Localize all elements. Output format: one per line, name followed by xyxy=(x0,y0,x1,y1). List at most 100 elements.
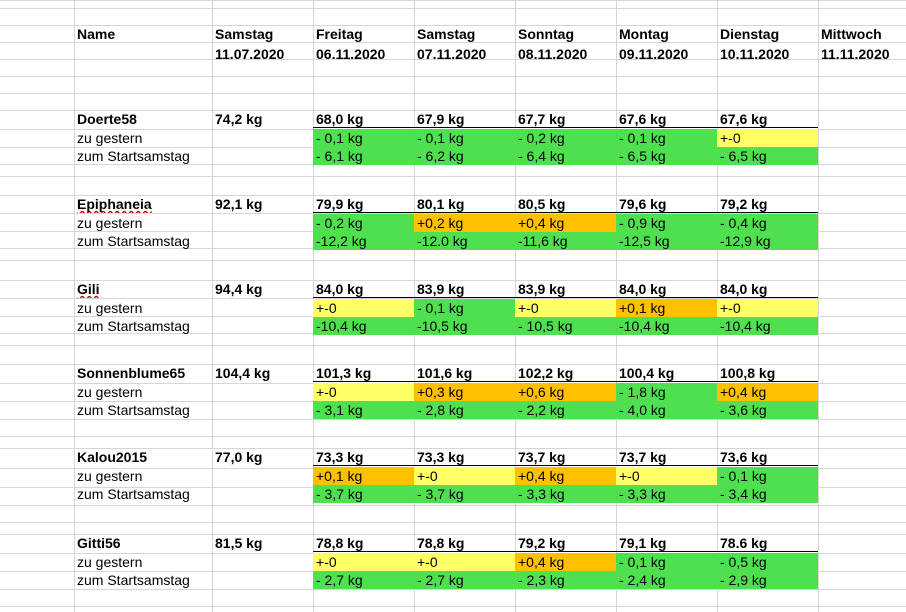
start-weight[interactable]: 77,0 kg xyxy=(215,449,263,465)
total-change-cell[interactable]: - 3,7 kg xyxy=(414,485,515,503)
total-change-cell[interactable]: -11,6 kg xyxy=(515,232,616,250)
daily-change-cell[interactable]: +0,4 kg xyxy=(515,467,616,485)
daily-change-cell[interactable]: +-0 xyxy=(313,299,414,317)
daily-change-cell[interactable]: +0,1 kg xyxy=(616,299,717,317)
weight-value[interactable]: 84,0 kg xyxy=(313,280,414,298)
weight-value[interactable]: 67,7 kg xyxy=(515,110,616,128)
header-date[interactable]: 07.11.2020 xyxy=(417,46,487,62)
row-label-daily[interactable]: zu gestern xyxy=(77,130,143,146)
start-weight[interactable]: 74,2 kg xyxy=(215,111,263,127)
daily-change-cell[interactable]: +-0 xyxy=(313,383,414,401)
weight-value[interactable]: 100,4 kg xyxy=(616,364,717,382)
total-change-cell[interactable]: - 3,3 kg xyxy=(515,485,616,503)
header-day[interactable]: Freitag xyxy=(316,26,363,42)
weight-value[interactable]: 68,0 kg xyxy=(313,110,414,128)
row-label-daily[interactable]: zu gestern xyxy=(77,215,143,231)
total-change-cell[interactable]: - 6,2 kg xyxy=(414,147,515,165)
header-date[interactable]: 09.11.2020 xyxy=(619,46,689,62)
daily-change-cell[interactable]: +0,4 kg xyxy=(515,553,616,571)
weight-value[interactable]: 73,7 kg xyxy=(515,448,616,466)
daily-change-cell[interactable]: - 0,1 kg xyxy=(313,129,414,147)
person-name[interactable]: Kalou2015 xyxy=(77,449,148,465)
total-change-cell[interactable]: - 6,5 kg xyxy=(717,147,818,165)
header-date[interactable]: 11.07.2020 xyxy=(215,46,285,62)
daily-change-cell[interactable]: +0,3 kg xyxy=(414,383,515,401)
row-label-total[interactable]: zum Startsamstag xyxy=(77,572,190,588)
total-change-cell[interactable]: - 3,6 kg xyxy=(717,401,818,419)
weight-value[interactable]: 67,9 kg xyxy=(414,110,515,128)
person-name[interactable]: Sonnenblume65 xyxy=(77,365,186,381)
weight-value[interactable]: 67,6 kg xyxy=(616,110,717,128)
daily-change-cell[interactable]: - 0,1 kg xyxy=(717,467,818,485)
person-name[interactable]: Doerte58 xyxy=(77,111,137,127)
total-change-cell[interactable]: - 2,9 kg xyxy=(717,571,818,589)
total-change-cell[interactable]: -10,4 kg xyxy=(616,317,717,335)
start-weight[interactable]: 104,4 kg xyxy=(215,365,271,381)
weight-value[interactable]: 79,2 kg xyxy=(717,195,818,213)
daily-change-cell[interactable]: - 0,1 kg xyxy=(414,129,515,147)
total-change-cell[interactable]: - 6,1 kg xyxy=(313,147,414,165)
total-change-cell[interactable]: -10,4 kg xyxy=(717,317,818,335)
start-weight[interactable]: 92,1 kg xyxy=(215,196,263,212)
total-change-cell[interactable]: -10,4 kg xyxy=(313,317,414,335)
row-label-daily[interactable]: zu gestern xyxy=(77,300,143,316)
weight-value[interactable]: 78,8 kg xyxy=(313,534,414,552)
daily-change-cell[interactable]: - 0,1 kg xyxy=(616,129,717,147)
person-name[interactable]: Epiphaneia xyxy=(77,196,152,212)
total-change-cell[interactable]: - 2,3 kg xyxy=(515,571,616,589)
weight-value[interactable]: 79,1 kg xyxy=(616,534,717,552)
daily-change-cell[interactable]: - 0,4 kg xyxy=(717,214,818,232)
daily-change-cell[interactable]: - 0,9 kg xyxy=(616,214,717,232)
weight-value[interactable]: 100,8 kg xyxy=(717,364,818,382)
weight-value[interactable]: 84,0 kg xyxy=(717,280,818,298)
total-change-cell[interactable]: - 3,1 kg xyxy=(313,401,414,419)
total-change-cell[interactable]: - 2,2 kg xyxy=(515,401,616,419)
total-change-cell[interactable]: - 3,4 kg xyxy=(717,485,818,503)
daily-change-cell[interactable]: - 0,1 kg xyxy=(616,553,717,571)
daily-change-cell[interactable]: +-0 xyxy=(313,553,414,571)
weight-value[interactable]: 73,3 kg xyxy=(414,448,515,466)
start-weight[interactable]: 94,4 kg xyxy=(215,281,263,297)
daily-change-cell[interactable]: +-0 xyxy=(414,553,515,571)
weight-value[interactable]: 101,3 kg xyxy=(313,364,414,382)
row-label-daily[interactable]: zu gestern xyxy=(77,468,143,484)
total-change-cell[interactable]: - 4,0 kg xyxy=(616,401,717,419)
row-label-daily[interactable]: zu gestern xyxy=(77,384,143,400)
weight-value[interactable]: 73,7 kg xyxy=(616,448,717,466)
daily-change-cell[interactable]: - 1,8 kg xyxy=(616,383,717,401)
weight-value[interactable]: 80,1 kg xyxy=(414,195,515,213)
row-label-total[interactable]: zum Startsamstag xyxy=(77,402,190,418)
weight-value[interactable]: 83,9 kg xyxy=(515,280,616,298)
weight-value[interactable]: 102,2 kg xyxy=(515,364,616,382)
header-date[interactable]: 10.11.2020 xyxy=(720,46,790,62)
header-date[interactable]: 11.11.2020 xyxy=(821,46,890,62)
total-change-cell[interactable]: -12,9 kg xyxy=(717,232,818,250)
header-day[interactable]: Dienstag xyxy=(720,26,780,42)
weight-value[interactable]: 73,3 kg xyxy=(313,448,414,466)
daily-change-cell[interactable]: +-0 xyxy=(717,129,818,147)
daily-change-cell[interactable]: +0,1 kg xyxy=(313,467,414,485)
total-change-cell[interactable]: -12,5 kg xyxy=(616,232,717,250)
daily-change-cell[interactable]: - 0,2 kg xyxy=(313,214,414,232)
daily-change-cell[interactable]: +0,6 kg xyxy=(515,383,616,401)
total-change-cell[interactable]: - 2,7 kg xyxy=(313,571,414,589)
weight-value[interactable]: 101,6 kg xyxy=(414,364,515,382)
total-change-cell[interactable]: - 6,4 kg xyxy=(515,147,616,165)
daily-change-cell[interactable]: - 0,1 kg xyxy=(414,299,515,317)
total-change-cell[interactable]: - 10,5 kg xyxy=(515,317,616,335)
row-label-total[interactable]: zum Startsamstag xyxy=(77,486,190,502)
header-day[interactable]: Mittwoch xyxy=(821,26,882,42)
weight-value[interactable]: 80,5 kg xyxy=(515,195,616,213)
row-label-total[interactable]: zum Startsamstag xyxy=(77,318,190,334)
person-name[interactable]: Gitti56 xyxy=(77,535,121,551)
total-change-cell[interactable]: - 3,3 kg xyxy=(616,485,717,503)
header-day[interactable]: Sonntag xyxy=(518,26,574,42)
row-label-total[interactable]: zum Startsamstag xyxy=(77,148,190,164)
daily-change-cell[interactable]: +0,4 kg xyxy=(717,383,818,401)
weight-value[interactable]: 73,6 kg xyxy=(717,448,818,466)
start-weight[interactable]: 81,5 kg xyxy=(215,535,263,551)
person-name[interactable]: Gili xyxy=(77,281,100,297)
weight-value[interactable]: 79,6 kg xyxy=(616,195,717,213)
weight-value[interactable]: 84,0 kg xyxy=(616,280,717,298)
daily-change-cell[interactable]: +0,4 kg xyxy=(515,214,616,232)
